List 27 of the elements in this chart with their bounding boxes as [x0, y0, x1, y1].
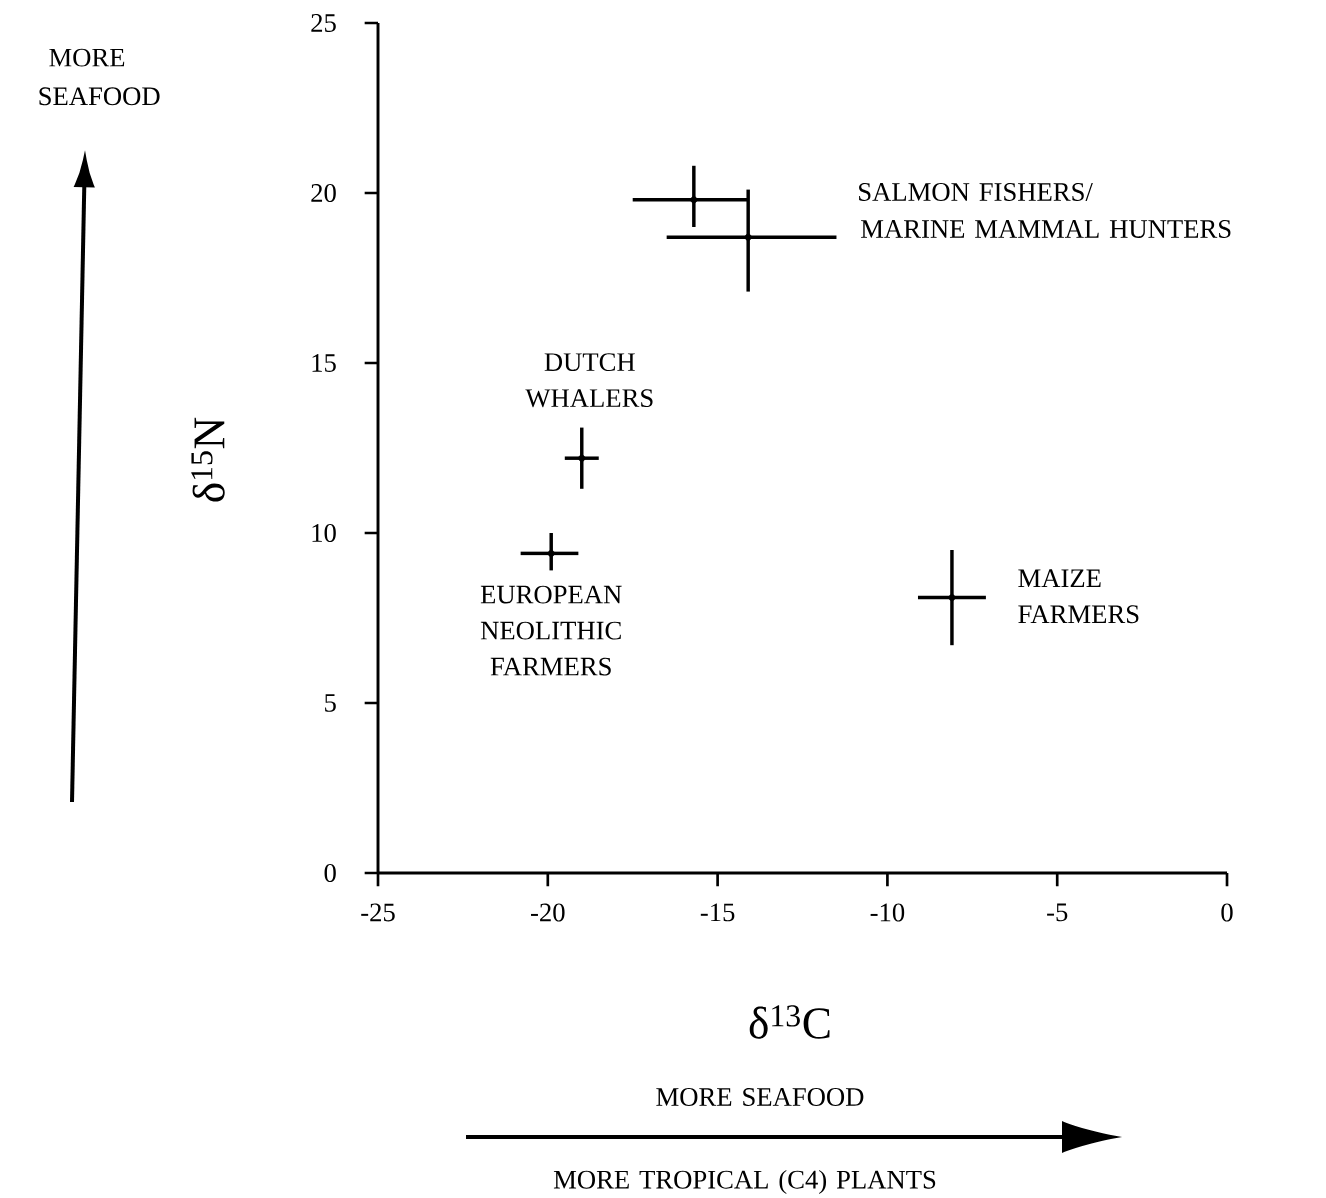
- x-tick-label: -25: [361, 903, 395, 922]
- y-tick-label: 25: [311, 14, 336, 32]
- point: [690, 196, 698, 204]
- annotation: EUROPEAN NEOLITHIC FARMERS: [480, 585, 622, 676]
- annotation: DUTCH WHALERS: [525, 353, 653, 408]
- x-tick-label: -15: [700, 903, 735, 922]
- point: [547, 549, 555, 557]
- text: MORE SEAFOOD: [39, 48, 160, 106]
- x-tick-label: 0: [1221, 903, 1233, 922]
- point: [948, 594, 956, 602]
- point: [744, 233, 752, 241]
- annotation: MAIZE FARMERS: [1018, 569, 1139, 624]
- x-tick-label: -10: [870, 903, 905, 922]
- y-axis-title: δ$^{15}$N: [191, 417, 225, 502]
- annotation: MARINE MAMMAL HUNTERS: [861, 220, 1231, 238]
- y-tick-label: 5: [325, 694, 336, 712]
- y-tick-label: 20: [311, 183, 336, 202]
- y-tick-label: 0: [324, 864, 336, 882]
- annotation: SALMON FISHERS/: [859, 183, 1093, 201]
- x-tick-label: -5: [1047, 903, 1068, 922]
- point: [578, 454, 586, 462]
- text: MORE TROPICAL (C4) PLANTS: [553, 1169, 936, 1195]
- text: MORE SEAFOOD: [656, 1088, 864, 1106]
- y-tick-label: 15: [312, 354, 336, 372]
- y-tick-label: 10: [312, 524, 336, 542]
- x-tick-label: -20: [531, 903, 565, 922]
- x-axis-title: δ$^{13}$C: [749, 1005, 830, 1039]
